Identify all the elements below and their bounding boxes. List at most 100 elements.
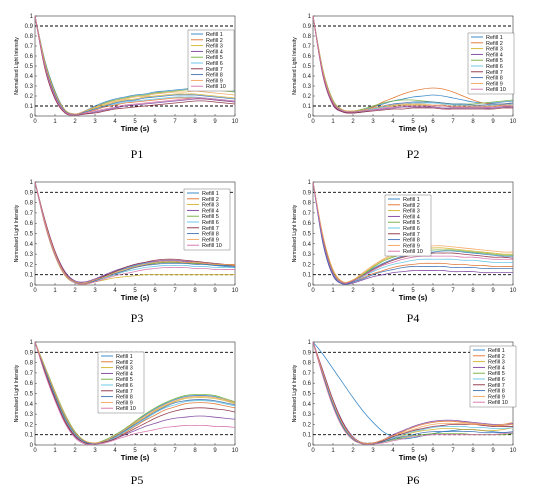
series-line-9	[34, 181, 236, 284]
x-tick-label: 5	[411, 288, 415, 294]
series-line-9	[312, 341, 514, 444]
chart-panel-p6: 0 1 2 3 4 5 6 7 8 9 10 0 0.1 0.2 0.3 0.4 0.5 0.6 0.7 0.8 0.9…	[292, 340, 517, 487]
series-line-9	[312, 15, 514, 112]
y-tick-label: 0.4	[25, 242, 34, 248]
legend-label: Refill 4	[206, 49, 223, 55]
x-tick-label: 5	[411, 119, 415, 125]
series-line-9	[34, 15, 236, 115]
y-tick-label: 0.3	[303, 412, 312, 418]
y-tick-label: 0.6	[303, 54, 312, 60]
legend-label: Refill 7	[116, 389, 133, 395]
legend-label: Refill 4	[486, 52, 503, 58]
x-tick-label: 0	[33, 448, 37, 454]
legend-label: Refill 7	[202, 226, 219, 232]
y-tick-label: 0	[30, 114, 34, 120]
y-tick-label: 0.7	[25, 371, 34, 377]
legend-label: Refill 9	[488, 394, 505, 400]
x-tick-label: 9	[213, 288, 217, 294]
y-tick-label: 0.7	[25, 44, 34, 50]
x-tick-label: 1	[331, 119, 335, 125]
x-tick-label: 8	[471, 119, 475, 125]
series-line-7	[34, 341, 236, 445]
y-tick-label: 0.5	[25, 232, 34, 238]
legend-label: Refill 9	[403, 243, 420, 249]
y-tick-label: 0.6	[303, 381, 312, 387]
legend-label: Refill 9	[206, 78, 223, 84]
legend-label: Refill 3	[403, 209, 420, 215]
y-tick-label: 0.5	[303, 64, 312, 70]
x-tick-label: 5	[411, 448, 415, 454]
x-tick-label: 2	[73, 119, 77, 125]
x-tick-label: 1	[53, 119, 57, 125]
y-tick-label: 0.2	[303, 262, 312, 268]
y-tick-label: 0.1	[303, 104, 312, 110]
y-tick-label: 0.1	[25, 104, 34, 110]
x-tick-label: 9	[491, 119, 495, 125]
series-line-8	[312, 181, 513, 285]
legend-label: Refill 10	[202, 243, 222, 249]
y-tick-label: 0.3	[303, 84, 312, 90]
x-tick-label: 9	[213, 119, 217, 125]
legend-label: Refill 10	[116, 406, 136, 412]
y-tick-label: 0.2	[303, 94, 312, 100]
y-tick-label: 0	[308, 283, 312, 289]
chart-panel-p3: 0 1 2 3 4 5 6 7 8 9 10 0 0.1 0.2 0.3 0.4 0.5 0.6 0.7 0.8 0.9…	[14, 180, 239, 325]
y-tick-label: 0.5	[25, 392, 34, 398]
legend-label: Refill 1	[206, 32, 223, 38]
legend-label: Refill 3	[116, 366, 133, 372]
legend-label: Refill 3	[202, 203, 219, 209]
legend-label: Refill 5	[403, 220, 420, 226]
x-tick-label: 3	[371, 448, 375, 454]
legend-label: Refill 10	[206, 84, 226, 90]
legend-label: Refill 7	[486, 70, 503, 76]
legend-label: Refill 2	[206, 38, 223, 44]
series-line-10	[312, 181, 513, 284]
legend-label: Refill 7	[403, 232, 420, 238]
y-tick-label: 0.7	[303, 371, 312, 377]
legend-label: Refill 5	[206, 55, 223, 61]
legend-label: Refill 9	[202, 237, 219, 243]
y-tick-label: 0.9	[303, 350, 312, 356]
legend-label: Refill 10	[488, 400, 508, 406]
y-tick-label: 0.7	[25, 211, 34, 217]
y-tick-label: 0.7	[303, 211, 312, 217]
x-tick-label: 10	[510, 448, 517, 454]
series-line-10	[312, 341, 514, 445]
legend-label: Refill 3	[488, 360, 505, 366]
legend-label: Refill 1	[116, 354, 133, 360]
panel-caption-p3: P3	[131, 311, 144, 325]
y-tick-label: 0.3	[25, 412, 34, 418]
legend-label: Refill 5	[486, 58, 503, 64]
legend-label: Refill 8	[403, 238, 420, 244]
y-tick-label: 0.8	[303, 34, 312, 40]
series-line-2	[34, 341, 236, 445]
y-axis-title: Normalised Light Intensity	[292, 37, 298, 95]
series-line-10	[34, 15, 236, 116]
y-tick-label: 1	[308, 180, 312, 186]
x-tick-label: 3	[371, 288, 375, 294]
y-tick-label: 0.8	[25, 361, 34, 367]
y-tick-label: 0.9	[25, 24, 34, 30]
legend-label: Refill 2	[116, 360, 133, 366]
y-tick-label: 0.2	[25, 94, 34, 100]
panel-caption-p4: P4	[407, 311, 420, 325]
legend-label: Refill 8	[486, 76, 503, 82]
x-tick-label: 3	[93, 448, 97, 454]
series-line-7	[34, 181, 236, 284]
y-tick-label: 0.5	[25, 64, 34, 70]
x-tick-label: 3	[93, 119, 97, 125]
x-tick-label: 8	[471, 288, 475, 294]
x-tick-label: 3	[93, 288, 97, 294]
series-line-8	[312, 341, 514, 445]
y-tick-label: 0.8	[25, 201, 34, 207]
series-line-8	[34, 15, 236, 115]
x-axis-title: Time (s)	[399, 293, 428, 302]
series-line-7	[34, 15, 236, 116]
legend-label: Refill 8	[206, 73, 223, 79]
x-tick-label: 0	[311, 288, 315, 294]
x-tick-label: 2	[351, 288, 355, 294]
legend-label: Refill 8	[488, 389, 505, 395]
chart-panel-p4: 0 1 2 3 4 5 6 7 8 9 10 0 0.1 0.2 0.3 0.4 0.5 0.6 0.7 0.8 0.9…	[292, 180, 517, 325]
series-line-5	[34, 341, 236, 444]
